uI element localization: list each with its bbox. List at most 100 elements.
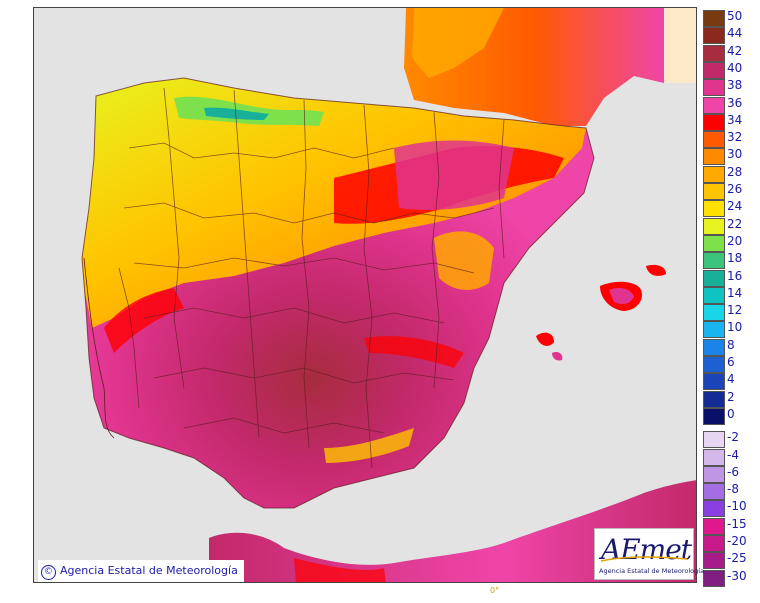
- legend-label: 16: [727, 268, 743, 283]
- legend-swatch: [703, 200, 725, 218]
- legend-entry: 4: [701, 372, 760, 391]
- legend-entry: 26: [701, 182, 760, 200]
- legend-swatch: [703, 356, 725, 373]
- legend-label: -30: [727, 568, 747, 583]
- legend-entry: -15: [701, 516, 760, 535]
- legend-label: 34: [727, 112, 743, 127]
- legend-entry: 0: [701, 406, 760, 425]
- legend-entry: 2: [701, 390, 760, 408]
- legend-swatch: [703, 407, 725, 425]
- legend-entry: 24: [701, 199, 760, 218]
- legend-entry: 34: [701, 112, 760, 131]
- legend-entry: 20: [701, 233, 760, 252]
- legend-entry: -10: [701, 499, 760, 518]
- legend-swatch: [703, 269, 725, 287]
- legend-entry: 28: [701, 165, 760, 183]
- legend-entry: -20: [701, 534, 760, 552]
- legend-swatch: [703, 96, 725, 114]
- balearic-islands: [536, 264, 666, 361]
- legend-entry: 10: [701, 320, 760, 339]
- legend-entry: 38: [701, 78, 760, 97]
- legend-swatch: [703, 373, 725, 391]
- legend-entry: 18: [701, 251, 760, 270]
- copyright-text: Agencia Estatal de Meteorología: [60, 564, 238, 577]
- legend-label: 50: [727, 9, 743, 23]
- france-region: [404, 8, 696, 126]
- legend-swatch: [703, 217, 725, 235]
- north-africa-region: [209, 480, 696, 582]
- legend-swatch: [703, 10, 725, 27]
- aemet-logo-brand: AEmet: [601, 533, 692, 566]
- copyright-notice: © Agencia Estatal de Meteorología: [38, 560, 244, 582]
- legend-label: -20: [727, 534, 747, 548]
- legend-entry: 30: [701, 147, 760, 166]
- legend-label: 4: [727, 372, 735, 387]
- legend-entry: 32: [701, 130, 760, 149]
- legend-entry: 50: [701, 9, 760, 27]
- legend-swatch: [703, 390, 725, 408]
- legend-entry: -2: [701, 430, 760, 449]
- legend-label: 38: [727, 78, 743, 93]
- map-canvas: [81, 8, 696, 582]
- legend-swatch: [703, 286, 725, 304]
- legend-swatch: [703, 183, 725, 200]
- legend-swatch: [703, 304, 725, 322]
- legend-entry: -25: [701, 551, 760, 570]
- legend-swatch: [703, 27, 725, 45]
- legend-label: -6: [727, 464, 739, 479]
- legend-label: 22: [727, 216, 743, 231]
- legend-swatch: [703, 569, 725, 587]
- legend-swatch: [703, 321, 725, 339]
- legend-entry: 44: [701, 26, 760, 45]
- legend-entry: 22: [701, 216, 760, 235]
- legend-swatch: [703, 131, 725, 149]
- aemet-logo: AEmet Agencia Estatal de Meteorología: [594, 528, 704, 580]
- legend-label: 40: [727, 60, 743, 75]
- legend-entry: 14: [701, 285, 760, 304]
- legend-entry: 6: [701, 355, 760, 373]
- logo-swoosh-icon: [600, 556, 688, 562]
- legend-label: 32: [727, 130, 743, 145]
- legend-label: 44: [727, 26, 743, 41]
- legend-swatch: [703, 113, 725, 131]
- legend-label: 20: [727, 233, 743, 248]
- legend-label: 6: [727, 355, 735, 369]
- province-borders: [81, 77, 595, 509]
- legend-label: 14: [727, 285, 743, 300]
- legend-entry: -6: [701, 464, 760, 483]
- legend-entry: 36: [701, 96, 760, 114]
- legend-entry: -30: [701, 568, 760, 587]
- legend-swatch: [703, 61, 725, 79]
- legend-swatch: [703, 535, 725, 552]
- legend-entry: -8: [701, 482, 760, 501]
- legend-label: 0: [727, 406, 735, 421]
- legend-swatch: [703, 552, 725, 570]
- legend-swatch: [703, 234, 725, 252]
- aemet-logo-subtitle: Agencia Estatal de Meteorología: [599, 567, 705, 575]
- legend-swatch: [703, 338, 725, 356]
- legend-label: 10: [727, 320, 743, 335]
- legend-label: -25: [727, 551, 747, 566]
- portugal-coast: [83, 257, 115, 439]
- legend-label: -2: [727, 430, 739, 445]
- legend-swatch: [703, 448, 725, 466]
- iberia-region: [82, 78, 594, 508]
- temperature-legend: 50 44 42 40 38 36 34 32 30 28 26 24 22 20 18 16 14 12 10 8 6…: [701, 9, 760, 587]
- legend-label: -8: [727, 482, 739, 497]
- legend-label: 18: [727, 251, 743, 266]
- copyright-icon: ©: [41, 565, 56, 580]
- legend-label: -15: [727, 516, 747, 531]
- legend-swatch: [703, 79, 725, 97]
- legend-swatch: [703, 252, 725, 270]
- legend-entry: -4: [701, 448, 760, 466]
- legend-entry: 40: [701, 60, 760, 79]
- legend-entry: 42: [701, 43, 760, 62]
- legend-swatch: [703, 44, 725, 62]
- legend-swatch: [703, 465, 725, 483]
- legend-label: 26: [727, 182, 743, 196]
- legend-swatch: [703, 483, 725, 501]
- temperature-map: [33, 7, 697, 583]
- legend-label: 24: [727, 199, 743, 214]
- legend-swatch: [703, 500, 725, 518]
- legend-label: 42: [727, 43, 743, 58]
